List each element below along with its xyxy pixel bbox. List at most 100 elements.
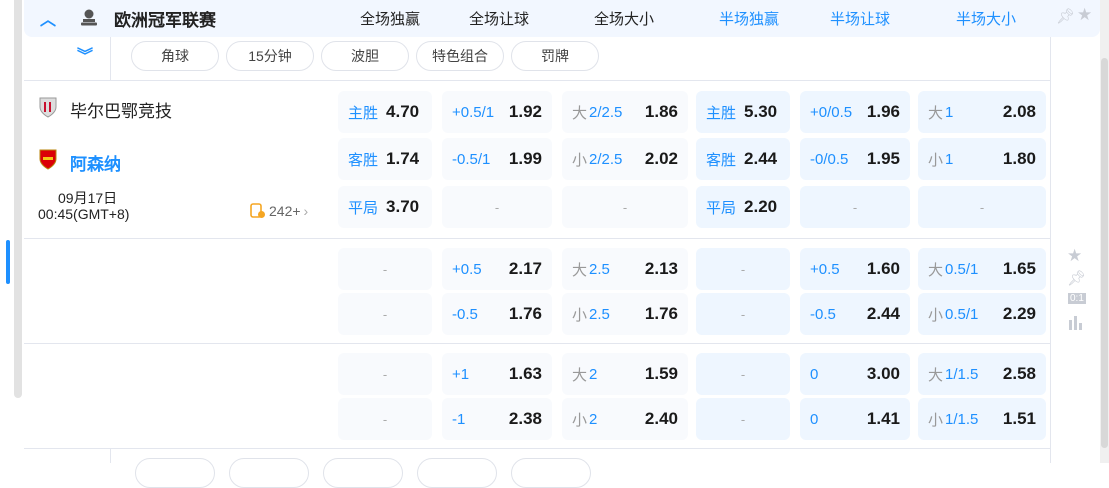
odds-cell-ft-ou[interactable]: 小 2.5 1.76	[562, 293, 688, 335]
odds-label: 0.5/1	[945, 260, 979, 278]
odds-cell-ft-ou[interactable]: 大 2/2.5 1.86	[562, 91, 688, 133]
away-team-name[interactable]: 阿森纳	[70, 155, 121, 174]
pin-icon[interactable]: 📌︎	[1056, 8, 1076, 25]
odds-value: 1.96	[866, 102, 900, 121]
collapse-chevron-icon[interactable]: ︿	[40, 12, 57, 29]
odds-cell-ht-ou[interactable]: 大 1/1.5 2.58	[918, 353, 1046, 395]
no-odds: -	[382, 366, 388, 382]
odds-cell-ht-handicap[interactable]: 0 3.00	[800, 353, 910, 395]
ou-prefix: 大	[928, 366, 944, 384]
odds-cell-ft-handicap[interactable]: -1 2.38	[442, 398, 552, 440]
ou-prefix: 小	[572, 411, 588, 429]
odds-cell-ft-1x2[interactable]: 客胜 1.74	[338, 138, 432, 180]
odds-value: 3.70	[386, 197, 420, 216]
ou-prefix: 大	[572, 104, 588, 122]
odds-cell-ft-1x2: -	[338, 398, 432, 440]
no-odds: -	[740, 306, 746, 322]
odds-label: 2	[589, 365, 598, 383]
col-header-ht-1x2: 半场独赢	[718, 11, 779, 28]
odds-cell-ft-handicap[interactable]: +0.5 2.17	[442, 248, 552, 290]
match-date: 09月17日	[58, 190, 118, 206]
odds-cell-ht-handicap[interactable]: +0.5 1.60	[800, 248, 910, 290]
odds-label: +0.5/1	[452, 103, 495, 121]
no-odds: -	[979, 199, 985, 215]
odds-cell-ht-ou[interactable]: 小 1/1.5 1.51	[918, 398, 1046, 440]
star-icon[interactable]: ★	[1067, 246, 1083, 265]
odds-label: -0.5/1	[452, 150, 491, 168]
odds-label: -1	[452, 410, 466, 428]
odds-cell-ft-handicap[interactable]: -0.5/1 1.99	[442, 138, 552, 180]
odds-label: +1	[452, 365, 470, 383]
filter-chip-correct-score[interactable]: 波胆	[321, 41, 409, 71]
odds-cell-ft-ou[interactable]: 小 2 2.40	[562, 398, 688, 440]
odds-value: 1.63	[508, 364, 542, 383]
odds-value: 1.92	[508, 102, 542, 121]
odds-cell-ft-ou[interactable]: 大 2 1.59	[562, 353, 688, 395]
pin-icon[interactable]: 📌︎	[1067, 270, 1087, 287]
odds-cell-ht-1x2[interactable]: 主胜 5.30	[696, 91, 790, 133]
odds-label: 2/2.5	[589, 103, 623, 121]
no-odds: -	[852, 199, 858, 215]
odds-cell-ft-ou: -	[562, 186, 688, 228]
left-scrollbar[interactable]	[14, 0, 22, 398]
odds-cell-ft-ou[interactable]: 小 2/2.5 2.02	[562, 138, 688, 180]
filter-chip-corners[interactable]: 角球	[131, 41, 219, 71]
filter-bar	[24, 37, 1050, 81]
odds-cell-ft-1x2[interactable]: 平局 3.70	[338, 186, 432, 228]
star-icon[interactable]: ★	[1077, 5, 1093, 24]
col-header-ht-ou: 半场大小	[955, 11, 1016, 28]
odds-value: 2.40	[644, 409, 678, 428]
col-header-ft-handicap: 全场让球	[468, 11, 529, 28]
no-odds: -	[740, 411, 746, 427]
divider	[24, 343, 1050, 344]
odds-cell-ht-handicap[interactable]: 0 1.41	[800, 398, 910, 440]
odds-cell-ht-handicap: -	[800, 186, 910, 228]
odds-value: 1.86	[644, 102, 678, 121]
league-header[interactable]: ︿ 欧洲冠军联赛 全场独赢 全场让球 全场大小 半场独赢 半场让球 半场大小 📌…	[24, 0, 1100, 37]
score-icon[interactable]: 0:1	[1068, 293, 1086, 304]
odds-label: 2	[589, 410, 598, 428]
odds-label: 1/1.5	[945, 410, 979, 428]
odds-value: 1.80	[1002, 149, 1036, 168]
odds-label: 主胜	[706, 104, 737, 122]
active-indicator	[6, 240, 10, 284]
odds-cell-ht-ou[interactable]: 大 0.5/1 1.65	[918, 248, 1046, 290]
odds-label: 平局	[348, 199, 379, 217]
odds-cell-ht-handicap[interactable]: -0.5 2.44	[800, 293, 910, 335]
divider	[110, 448, 111, 463]
odds-cell-ht-handicap[interactable]: -0/0.5 1.95	[800, 138, 910, 180]
odds-cell-ht-ou[interactable]: 大 1 2.08	[918, 91, 1046, 133]
odds-cell-ht-ou[interactable]: 小 1 1.80	[918, 138, 1046, 180]
odds-cell-ft-ou[interactable]: 大 2.5 2.13	[562, 248, 688, 290]
more-markets-link[interactable]: 242+ ›	[250, 203, 308, 219]
odds-cell-ht-handicap[interactable]: +0/0.5 1.96	[800, 91, 910, 133]
odds-cell-ht-ou[interactable]: 小 0.5/1 2.29	[918, 293, 1046, 335]
odds-value: 2.20	[744, 197, 778, 216]
trophy-icon	[81, 9, 97, 26]
odds-label: 1/1.5	[945, 365, 979, 383]
scrollbar-thumb[interactable]	[1101, 58, 1108, 448]
odds-cell-ft-handicap[interactable]: +1 1.63	[442, 353, 552, 395]
expand-double-chevron-icon[interactable]: ︾	[77, 48, 94, 65]
odds-cell-ht-1x2: -	[696, 248, 790, 290]
odds-cell-ft-handicap[interactable]: +0.5/1 1.92	[442, 91, 552, 133]
odds-value: 5.30	[744, 102, 778, 121]
odds-value: 2.58	[1002, 364, 1036, 383]
odds-cell-ft-1x2[interactable]: 主胜 4.70	[338, 91, 432, 133]
odds-cell-ft-handicap[interactable]: -0.5 1.76	[442, 293, 552, 335]
odds-label: -0/0.5	[810, 150, 849, 168]
filter-chip-specials[interactable]: 特色组合	[416, 41, 504, 71]
no-odds: -	[740, 366, 746, 382]
col-header-ht-handicap: 半场让球	[829, 11, 890, 28]
odds-cell-ht-1x2[interactable]: 平局 2.20	[696, 186, 790, 228]
stats-chart-icon[interactable]	[1067, 314, 1083, 330]
filter-chip-15min[interactable]: 15分钟	[226, 41, 314, 71]
odds-cell-ht-1x2[interactable]: 客胜 2.44	[696, 138, 790, 180]
home-team-name[interactable]: 毕尔巴鄂竞技	[70, 102, 172, 121]
odds-label: 主胜	[348, 104, 379, 122]
odds-label: +0.5	[452, 260, 482, 278]
odds-label: +0.5	[810, 260, 840, 278]
filter-chip-cards[interactable]: 罚牌	[511, 41, 599, 71]
odds-value: 1.60	[866, 259, 900, 278]
away-team-crest-icon	[39, 149, 57, 170]
